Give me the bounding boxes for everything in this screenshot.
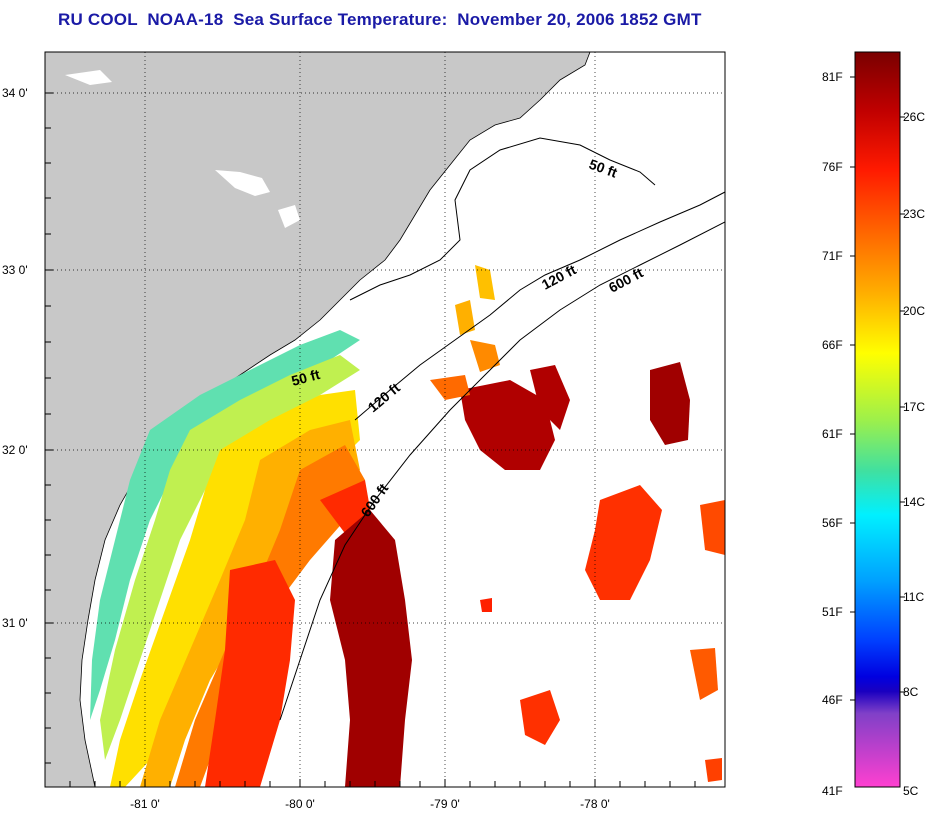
- lon-label: -81 0': [130, 797, 160, 811]
- colorbar-gradient: [854, 51, 901, 788]
- colorbar-c-label: 8C: [903, 685, 919, 699]
- contour-label: 50 ft: [290, 366, 322, 389]
- colorbar-f-label: 61F: [822, 427, 843, 441]
- lon-label: -80 0': [285, 797, 315, 811]
- colorbar-f-label: 41F: [822, 784, 843, 798]
- colorbar-c-label: 14C: [903, 495, 925, 509]
- contour-50ft: [349, 137, 656, 301]
- colorbar-c-label: 5C: [903, 784, 919, 798]
- land-mass: [45, 52, 591, 787]
- colorbar: 81F 76F 71F 66F 61F 56F 51F 46F 41F 26C …: [822, 51, 925, 798]
- colorbar-c-label: 23C: [903, 207, 925, 221]
- lon-label: -78 0': [580, 797, 610, 811]
- lat-label: 33 0': [2, 263, 28, 277]
- longitude-labels: -81 0' -80 0' -79 0' -78 0': [130, 797, 610, 811]
- land-island-1: [215, 170, 270, 196]
- colorbar-f-label: 66F: [822, 338, 843, 352]
- land-island-3: [65, 70, 112, 85]
- colorbar-f-label: 81F: [822, 70, 843, 84]
- colorbar-f-label: 76F: [822, 160, 843, 174]
- colorbar-c-label: 11C: [903, 590, 924, 604]
- colorbar-f-label: 71F: [822, 249, 843, 263]
- colorbar-f-label: 56F: [822, 516, 843, 530]
- colorbar-c-label: 17C: [903, 400, 925, 414]
- colorbar-c-label: 20C: [903, 304, 925, 318]
- lat-label: 31 0': [2, 616, 28, 630]
- sst-data-layer: [90, 265, 725, 787]
- colorbar-ticks: [850, 76, 905, 701]
- contour-120ft: [354, 191, 725, 421]
- lon-label: -79 0': [430, 797, 460, 811]
- latitude-labels: 34 0' 33 0' 32 0' 31 0': [2, 86, 28, 630]
- land-island-2: [278, 205, 300, 228]
- map-area: 50 ft 120 ft 600 ft 50 ft 120 ft 600 ft: [45, 52, 725, 787]
- lat-label: 32 0': [2, 443, 28, 457]
- bathymetry-contours: [279, 137, 725, 721]
- map-frame: [44, 51, 726, 788]
- colorbar-f-label: 51F: [822, 605, 843, 619]
- colorbar-c-label: 26C: [903, 110, 925, 124]
- colorbar-f-label: 46F: [822, 693, 843, 707]
- graticule: [45, 52, 725, 787]
- contour-600ft: [279, 221, 725, 721]
- map-title: RU COOL NOAA-18 Sea Surface Temperature:…: [58, 10, 702, 29]
- axis-ticks: [45, 92, 696, 787]
- lat-label: 34 0': [2, 86, 28, 100]
